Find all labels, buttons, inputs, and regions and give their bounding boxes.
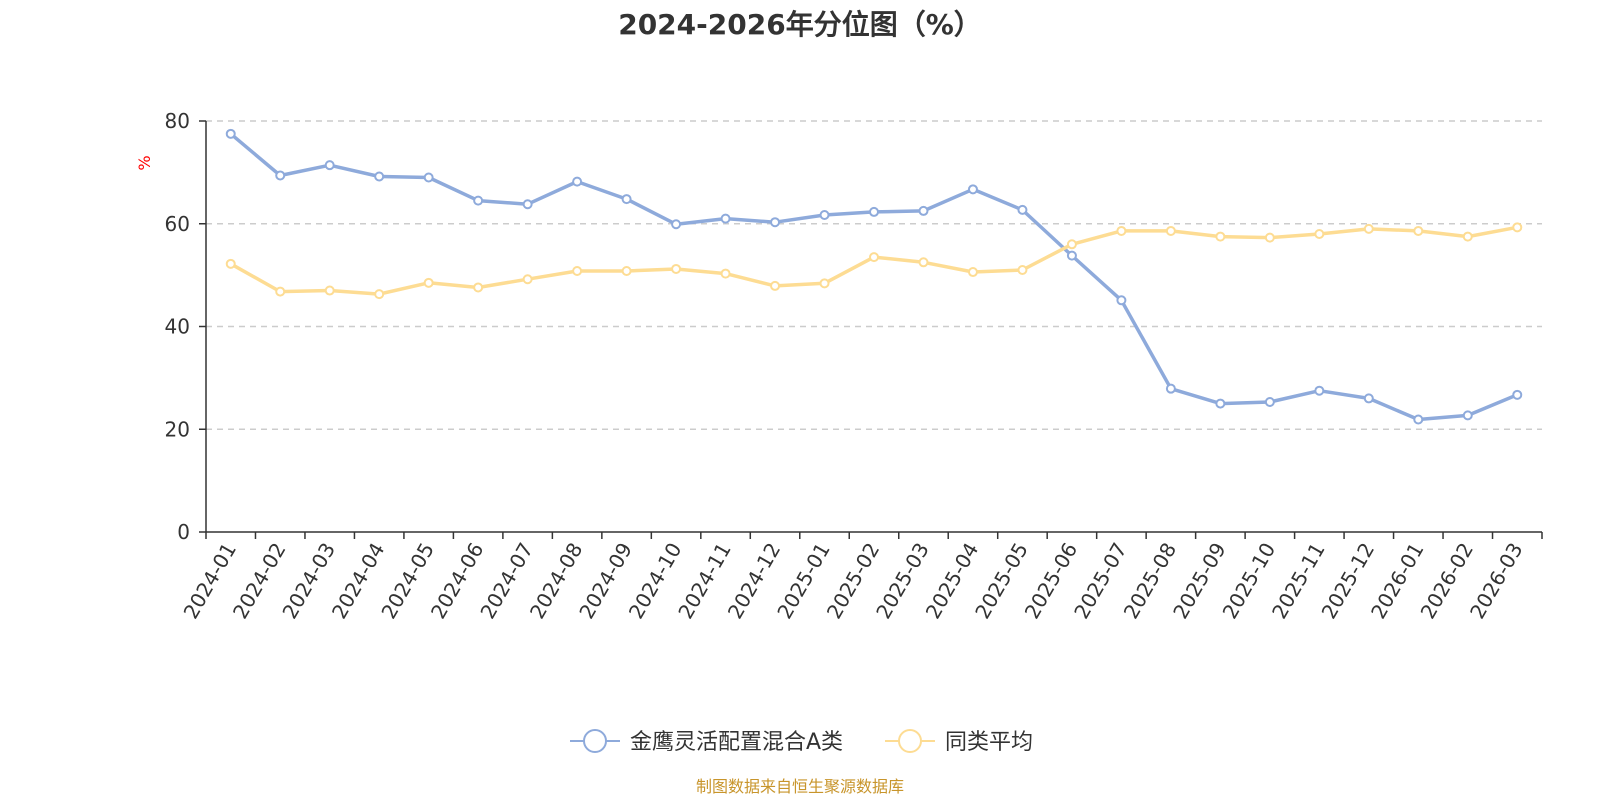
data-point[interactable]: [1215, 231, 1226, 242]
data-point[interactable]: [572, 176, 583, 187]
source-note: 制图数据来自恒生聚源数据库: [696, 777, 904, 796]
data-point[interactable]: [1066, 239, 1077, 250]
data-point[interactable]: [819, 278, 830, 289]
series-2: [225, 222, 1523, 300]
data-point[interactable]: [522, 199, 533, 210]
data-point[interactable]: [423, 172, 434, 183]
y-tick-label: 40: [165, 315, 190, 339]
data-point[interactable]: [720, 213, 731, 224]
data-point[interactable]: [869, 252, 879, 263]
y-axis-label: %: [135, 155, 154, 170]
data-point[interactable]: [225, 258, 236, 269]
data-point[interactable]: [374, 171, 385, 182]
data-point[interactable]: [1413, 225, 1424, 236]
data-point[interactable]: [967, 184, 978, 195]
data-point[interactable]: [1264, 397, 1275, 408]
data-point[interactable]: [671, 263, 682, 274]
data-point[interactable]: [869, 206, 879, 217]
data-point[interactable]: [720, 268, 731, 279]
data-point[interactable]: [324, 160, 335, 171]
legend: 金鹰灵活配置混合A类 同类平均: [570, 729, 1033, 755]
data-point[interactable]: [1165, 383, 1176, 394]
gridlines: [206, 120, 1542, 430]
data-point[interactable]: [1363, 223, 1374, 234]
data-point[interactable]: [225, 128, 236, 139]
data-point[interactable]: [1116, 295, 1127, 306]
data-point[interactable]: [522, 274, 533, 285]
data-point[interactable]: [1264, 232, 1275, 243]
data-point[interactable]: [1512, 389, 1523, 400]
data-point[interactable]: [1165, 225, 1176, 236]
y-tick-label: 0: [177, 520, 190, 544]
series-1: [225, 128, 1523, 425]
legend-marker: [583, 729, 607, 753]
data-point[interactable]: [671, 219, 682, 230]
data-point[interactable]: [770, 217, 781, 228]
data-point[interactable]: [1215, 398, 1226, 409]
data-point[interactable]: [918, 257, 929, 268]
data-point[interactable]: [770, 280, 781, 291]
data-point[interactable]: [1066, 250, 1077, 261]
data-point[interactable]: [275, 170, 286, 181]
data-point[interactable]: [423, 277, 434, 288]
data-point[interactable]: [324, 285, 335, 296]
legend-label: 同类平均: [945, 730, 1033, 755]
legend-label: 金鹰灵活配置混合A类: [630, 730, 843, 755]
legend-item-2[interactable]: 同类平均: [885, 729, 1033, 755]
x-axis-ticks: 2024-012024-022024-032024-042024-052024-…: [178, 532, 1543, 623]
series-line: [229, 132, 1518, 422]
data-point[interactable]: [275, 286, 286, 297]
data-point[interactable]: [967, 267, 978, 278]
y-tick-label: 60: [165, 212, 190, 236]
data-point[interactable]: [1512, 222, 1523, 233]
data-point[interactable]: [819, 210, 830, 221]
data-point[interactable]: [473, 195, 484, 206]
chart-title: 2024-2026年分位图（%）: [618, 8, 982, 41]
data-point[interactable]: [1314, 385, 1325, 396]
y-tick-label: 80: [165, 109, 190, 133]
data-point[interactable]: [1363, 393, 1374, 404]
data-point[interactable]: [1462, 231, 1473, 242]
legend-marker: [898, 729, 922, 753]
series-group: [225, 128, 1523, 425]
data-point[interactable]: [1017, 204, 1028, 215]
y-tick-label: 20: [165, 417, 190, 441]
data-point[interactable]: [621, 266, 632, 277]
data-point[interactable]: [473, 282, 484, 293]
data-point[interactable]: [1462, 410, 1473, 421]
data-point[interactable]: [621, 194, 632, 205]
legend-item-1[interactable]: 金鹰灵活配置混合A类: [570, 729, 843, 755]
data-point[interactable]: [1116, 225, 1127, 236]
data-point[interactable]: [1314, 229, 1325, 240]
y-axis-ticks: 0 20 40 60 80: [165, 109, 206, 544]
data-point[interactable]: [1413, 414, 1424, 425]
data-point[interactable]: [572, 266, 583, 277]
data-point[interactable]: [1017, 264, 1028, 275]
data-point[interactable]: [918, 205, 929, 216]
data-point[interactable]: [374, 289, 385, 300]
